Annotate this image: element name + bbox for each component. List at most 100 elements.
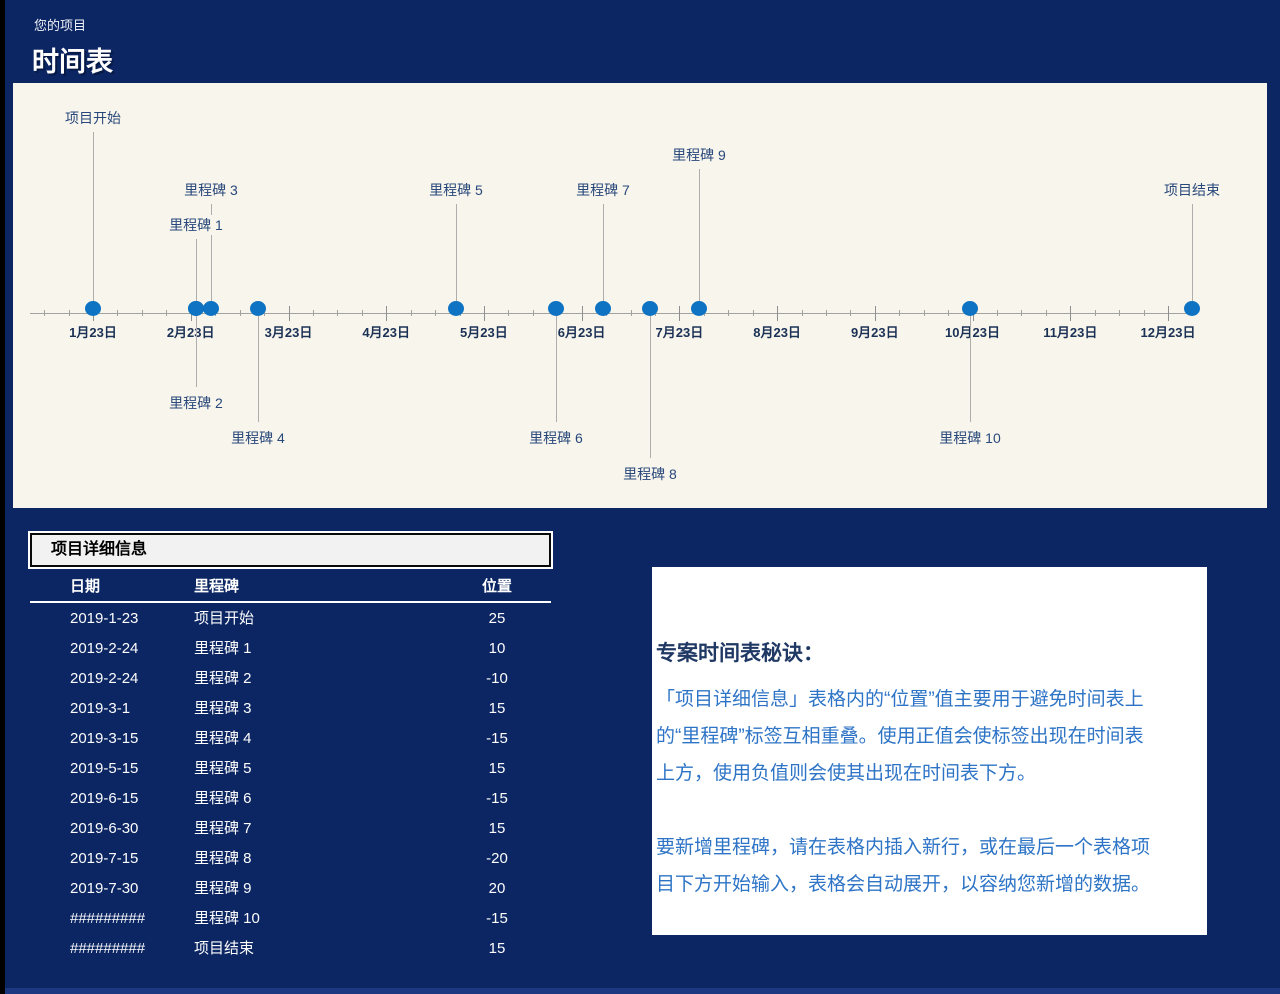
details-table-body: 2019-1-23 项目开始 25 2019-2-24 里程碑 1 10 2019-2-24…: [30, 604, 551, 964]
cell-date[interactable]: 2019-6-30: [70, 820, 139, 837]
cell-date[interactable]: 2019-7-15: [70, 850, 139, 867]
cell-position[interactable]: 10: [488, 640, 506, 657]
cell-position[interactable]: 20: [488, 880, 506, 897]
milestone-label: 里程碑 6: [526, 428, 586, 448]
axis-major-tick: [874, 306, 876, 321]
milestone-dot[interactable]: [85, 301, 101, 316]
table-row: 2019-1-23 项目开始 25: [30, 604, 551, 634]
axis-major-tick: [581, 306, 583, 321]
milestone-leader-line: [650, 316, 651, 458]
cell-milestone[interactable]: 项目结束: [194, 940, 255, 957]
cell-position[interactable]: 25: [488, 610, 506, 627]
cell-date[interactable]: 2019-2-24: [70, 670, 139, 687]
axis-minor-tick: [68, 310, 70, 316]
cell-milestone[interactable]: 里程碑 9: [194, 880, 252, 897]
table-row: 2019-5-15 里程碑 5 15: [30, 754, 551, 784]
month-label: 3月23日: [264, 325, 313, 340]
cell-date[interactable]: 2019-2-24: [70, 640, 139, 657]
cell-position[interactable]: 15: [488, 700, 506, 717]
cell-milestone[interactable]: 里程碑 8: [194, 850, 252, 867]
axis-major-tick: [679, 306, 681, 321]
table-row: 2019-3-1 里程碑 3 15: [30, 694, 551, 724]
cell-milestone[interactable]: 里程碑 2: [194, 670, 252, 687]
cell-milestone[interactable]: 里程碑 4: [194, 730, 252, 747]
table-row: ######### 里程碑 10 -15: [30, 904, 551, 934]
cell-date[interactable]: 2019-5-15: [70, 760, 139, 777]
milestone-dot[interactable]: [448, 301, 464, 316]
milestone-dot[interactable]: [595, 301, 611, 316]
table-row: ######### 项目结束 15: [30, 934, 551, 964]
cell-position[interactable]: -20: [486, 850, 508, 867]
milestone-label: 里程碑 3: [181, 180, 241, 200]
table-header-underline: [30, 601, 551, 603]
cell-milestone[interactable]: 里程碑 5: [194, 760, 252, 777]
cell-position[interactable]: -10: [486, 670, 508, 687]
axis-minor-tick: [1045, 310, 1047, 316]
axis-minor-tick: [532, 310, 534, 316]
table-row: 2019-7-30 里程碑 9 20: [30, 874, 551, 904]
tips-textbox[interactable]: 专案时间表秘诀： 「项目详细信息」表格内的“位置”值主要用于避免时间表上的“里程…: [652, 567, 1207, 935]
cell-milestone[interactable]: 里程碑 3: [194, 700, 252, 717]
axis-minor-tick: [141, 310, 143, 316]
table-row: 2019-7-15 里程碑 8 -20: [30, 844, 551, 874]
axis-minor-tick: [997, 310, 998, 316]
milestone-label: 项目结束: [1161, 180, 1223, 200]
window-bottom-stripe: [5, 988, 1280, 994]
cell-date[interactable]: #########: [70, 910, 146, 927]
page-title: 时间表: [32, 47, 113, 77]
cell-date[interactable]: 2019-6-15: [70, 790, 139, 807]
window-left-edge: [0, 0, 5, 994]
cell-date[interactable]: 2019-3-1: [70, 700, 131, 717]
milestone-dot[interactable]: [642, 301, 658, 316]
axis-minor-tick: [752, 310, 754, 316]
cell-date[interactable]: 2019-1-23: [70, 610, 139, 627]
axis-major-tick: [386, 306, 388, 321]
cell-position[interactable]: 15: [488, 940, 506, 957]
cell-date[interactable]: 2019-7-30: [70, 880, 139, 897]
cell-position[interactable]: 15: [488, 760, 506, 777]
month-label: 11月23日: [1043, 325, 1098, 340]
axis-line: [30, 313, 1196, 314]
cell-date[interactable]: #########: [70, 940, 146, 957]
milestone-dot[interactable]: [962, 301, 978, 316]
column-header-milestone[interactable]: 里程碑: [194, 578, 240, 595]
axis-minor-tick: [410, 310, 412, 316]
cell-milestone[interactable]: 里程碑 10: [194, 910, 260, 927]
milestone-leader-line: [211, 204, 212, 302]
column-header-date[interactable]: 日期: [70, 578, 101, 595]
cell-milestone[interactable]: 里程碑 7: [194, 820, 252, 837]
cell-position[interactable]: -15: [486, 790, 508, 807]
table-row: 2019-2-24 里程碑 1 10: [30, 634, 551, 664]
project-label: 您的项目: [34, 18, 87, 33]
milestone-leader-line: [556, 316, 557, 422]
milestone-leader-line: [456, 204, 457, 302]
cell-milestone[interactable]: 里程碑 1: [194, 640, 252, 657]
axis-minor-tick: [435, 310, 436, 316]
month-label: 10月23日: [945, 325, 1000, 340]
milestone-dot[interactable]: [203, 301, 219, 316]
cell-milestone[interactable]: 里程碑 6: [194, 790, 252, 807]
details-table-title[interactable]: 项目详细信息: [30, 533, 551, 567]
cell-milestone[interactable]: 项目开始: [194, 610, 255, 627]
column-header-position[interactable]: 位置: [481, 578, 512, 595]
milestone-leader-line: [93, 132, 94, 302]
tips-paragraph: 「项目详细信息」表格内的“位置”值主要用于避免时间表上的“里程碑”标签互相重叠。…: [656, 689, 1144, 784]
milestone-label: 里程碑 7: [573, 180, 633, 200]
timeline-chart[interactable]: 1月23日 2月23日 3月23日 4月23日 5月23日 6月23日 7月23日 8月23日…: [13, 83, 1267, 508]
cell-position[interactable]: 15: [488, 820, 506, 837]
milestone-dot[interactable]: [548, 301, 564, 316]
milestone-leader-line: [1192, 204, 1193, 302]
milestone-label: 里程碑 2: [166, 393, 226, 413]
milestone-dot[interactable]: [691, 301, 707, 316]
milestone-dot[interactable]: [250, 301, 266, 316]
milestone-dot[interactable]: [1184, 301, 1200, 316]
axis-minor-tick: [826, 310, 827, 316]
cell-position[interactable]: -15: [486, 730, 508, 747]
cell-position[interactable]: -15: [486, 910, 508, 927]
milestone-label: 里程碑 5: [426, 180, 486, 200]
milestone-dot[interactable]: [188, 301, 204, 316]
cell-date[interactable]: 2019-3-15: [70, 730, 139, 747]
month-label: 2月23日: [166, 325, 215, 340]
axis-minor-tick: [899, 310, 901, 316]
month-label: 1月23日: [69, 325, 117, 340]
